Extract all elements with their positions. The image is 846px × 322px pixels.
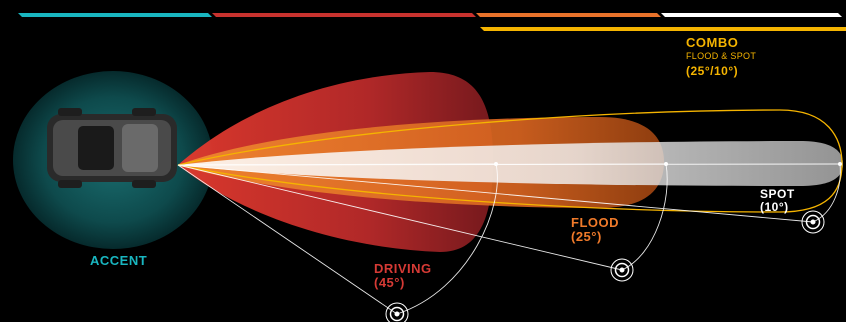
spot-label: SPOT (10°) — [760, 188, 795, 213]
spot-color-bar — [661, 13, 842, 17]
driving-title: DRIVING — [374, 261, 432, 276]
accent-color-bar — [18, 13, 212, 17]
driving-angle: (45°) — [374, 274, 405, 290]
flood-target-icon — [610, 258, 634, 282]
spot-beam-end-marker — [838, 162, 842, 166]
spot-beam — [178, 141, 843, 186]
leader-lines — [177, 163, 841, 315]
combo-title: COMBO — [686, 35, 739, 50]
flood-beam-end-marker — [664, 162, 668, 166]
flood-angle: (25°) — [571, 228, 602, 244]
driving-target-icon — [385, 302, 409, 322]
driving-label: DRIVING (45°) — [374, 262, 432, 289]
spot-angle: (10°) — [760, 199, 789, 214]
driving-beam-end-marker — [494, 162, 498, 166]
vehicle-top-view-icon — [47, 108, 177, 188]
spot-target-icon — [801, 210, 825, 234]
combo-color-bar — [480, 27, 846, 31]
flood-color-bar — [476, 13, 661, 17]
flood-title: FLOOD — [571, 215, 619, 230]
combo-subtitle: FLOOD & SPOT — [686, 51, 757, 61]
spot-title: SPOT — [760, 187, 795, 201]
flood-label: FLOOD (25°) — [571, 216, 619, 243]
combo-angle: (25°/10°) — [686, 64, 739, 78]
driving-color-bar — [212, 13, 476, 17]
accent-label: ACCENT — [90, 253, 148, 268]
